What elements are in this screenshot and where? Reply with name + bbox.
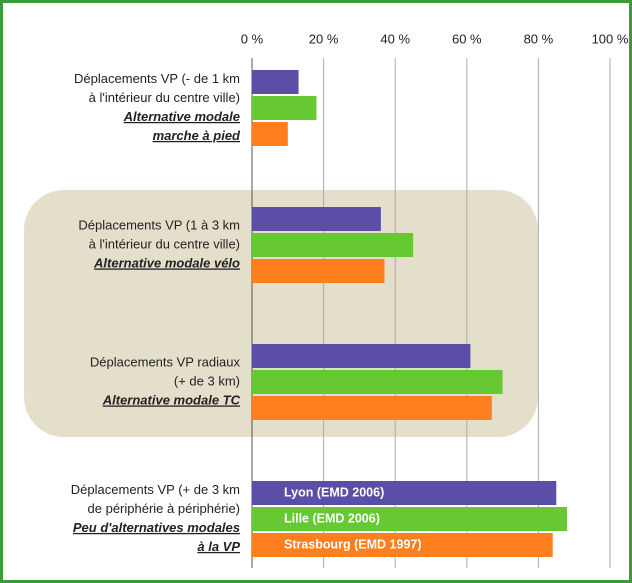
category-label: Déplacements VP (1 à 3 km: [78, 217, 240, 232]
category-note: Alternative modale: [123, 109, 240, 124]
bar: [252, 122, 288, 146]
legend-label: Lille (EMD 2006): [284, 511, 380, 525]
x-tick-label: 40 %: [380, 31, 410, 46]
x-tick-label: 80 %: [524, 31, 554, 46]
legend-label: Lyon (EMD 2006): [284, 485, 384, 499]
legend-label: Strasbourg (EMD 1997): [284, 537, 422, 551]
category-note: marche à pied: [153, 128, 241, 143]
bar: [252, 481, 557, 505]
category-label: Déplacements VP (- de 1 km: [74, 71, 240, 86]
bar: [252, 207, 381, 231]
category-note: à la VP: [197, 539, 240, 554]
bar: [252, 233, 414, 257]
category-label: (+ de 3 km): [174, 373, 240, 388]
bar: [252, 344, 471, 368]
category-label: à l'intérieur du centre ville): [89, 90, 240, 105]
bar: [252, 396, 492, 420]
x-tick-label: 0 %: [241, 31, 264, 46]
category-label: de périphérie à périphérie): [88, 501, 240, 516]
category-label: à l'intérieur du centre ville): [89, 236, 240, 251]
x-tick-label: 100 %: [592, 31, 629, 46]
category-note: Peu d'alternatives modales: [73, 520, 240, 535]
category-label: Déplacements VP radiaux: [90, 354, 241, 369]
bar: [252, 259, 385, 283]
bar: [252, 533, 553, 557]
category-label: Déplacements VP (+ de 3 km: [71, 482, 240, 497]
bar: [252, 96, 317, 120]
x-tick-label: 60 %: [452, 31, 482, 46]
bar: [252, 507, 568, 531]
category-note: Alternative modale TC: [102, 392, 241, 407]
x-tick-label: 20 %: [309, 31, 339, 46]
category-note: Alternative modale vélo: [93, 255, 240, 270]
bar: [252, 70, 299, 94]
bar: [252, 370, 503, 394]
